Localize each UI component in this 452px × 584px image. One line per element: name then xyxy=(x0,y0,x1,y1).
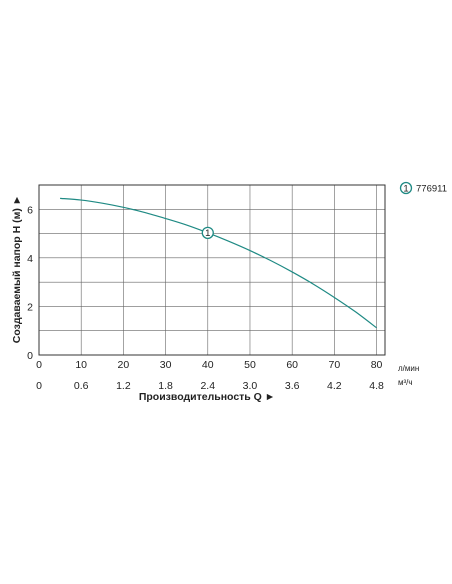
legend: 1 776911 xyxy=(399,181,447,195)
x-tick-label-secondary: 3.0 xyxy=(243,380,258,392)
tick-labels: 0 10 20 30 40 50 60 70 800 0.6 1.2 1.8 2.4 3.0 3.6 4.2 4… xyxy=(27,204,384,392)
grid xyxy=(39,185,385,355)
x-tick-label-primary: 80 xyxy=(371,359,383,371)
x-tick-label-secondary: 0 xyxy=(36,380,42,392)
y-tick-label: 6 xyxy=(27,204,33,216)
plot-frame xyxy=(38,184,386,356)
x-axis-title: Производительность Q ► xyxy=(139,391,275,403)
x-tick-label-primary: 30 xyxy=(160,359,172,371)
x-tick-label-primary: 60 xyxy=(286,359,298,371)
x-tick-label-primary: 70 xyxy=(329,359,341,371)
y-axis-title: Создаваемый напор H (м) ► xyxy=(11,195,23,343)
series-marker-label: 1 xyxy=(205,228,210,239)
x-tick-label-secondary: 4.2 xyxy=(327,380,342,392)
series-marker xyxy=(201,226,214,239)
x-tick-label-primary: 40 xyxy=(202,359,214,371)
x-tick-label-secondary: 1.8 xyxy=(158,380,173,392)
x-tick-label-secondary: 4.8 xyxy=(369,380,384,392)
y-tick-label: 2 xyxy=(27,301,33,313)
series-line xyxy=(60,197,377,329)
legend-marker-label: 1 xyxy=(403,184,408,195)
legend-label: 776911 xyxy=(416,184,447,195)
series-curves: 1 xyxy=(60,197,377,329)
x-tick-label-secondary: 2.4 xyxy=(200,380,215,392)
x-unit-secondary: м³/ч xyxy=(398,378,413,387)
y-tick-label: 4 xyxy=(27,253,33,265)
legend-marker xyxy=(399,181,413,195)
x-tick-label-secondary: 3.6 xyxy=(285,380,300,392)
x-tick-label-secondary: 0.6 xyxy=(74,380,89,392)
x-unit-primary: л/мин xyxy=(398,364,419,373)
x-tick-label-primary: 10 xyxy=(75,359,87,371)
x-tick-label-primary: 20 xyxy=(118,359,130,371)
x-tick-label-secondary: 1.2 xyxy=(116,380,131,392)
y-tick-label: 0 xyxy=(27,350,33,362)
x-tick-label-primary: 0 xyxy=(36,359,42,371)
x-tick-label-primary: 50 xyxy=(244,359,256,371)
